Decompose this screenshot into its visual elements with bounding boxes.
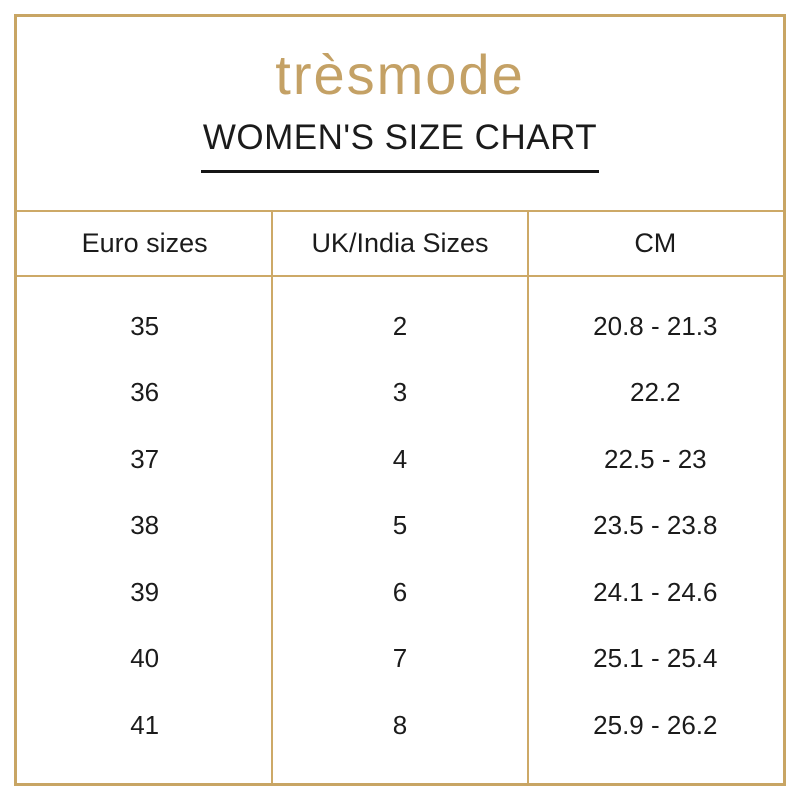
table-cell: 2 (392, 310, 408, 341)
table-cell: 24.1 - 24.6 (593, 576, 718, 607)
column-divider (271, 210, 274, 783)
table-cell: 25.1 - 25.4 (593, 643, 718, 674)
column-divider (526, 210, 529, 783)
size-table: Euro sizes UK/India Sizes CM 35 2 20.8 - 2… (17, 210, 783, 783)
table-cell: 37 (130, 443, 160, 474)
table-row: 40 7 25.1 - 25.4 (17, 626, 783, 693)
table-cell: 6 (392, 576, 408, 607)
table-cell: 5 (392, 510, 408, 541)
table-cell: 25.9 - 26.2 (593, 709, 718, 740)
table-row: 36 3 22.2 (17, 360, 783, 427)
table-cell: 41 (130, 709, 160, 740)
table-cell: 38 (130, 510, 160, 541)
page-title: WOMEN'S SIZE CHART (200, 118, 600, 173)
table-header-row: Euro sizes UK/India Sizes CM (17, 210, 783, 277)
table-cell: 35 (130, 310, 160, 341)
table-cell: 40 (130, 643, 160, 674)
table-row: 35 2 20.8 - 21.3 (17, 293, 783, 360)
table-row: 41 8 25.9 - 26.2 (17, 692, 783, 759)
column-header-cm: CM (634, 228, 677, 258)
table-cell: 36 (130, 377, 160, 408)
table-cell: 3 (392, 377, 408, 408)
column-header-euro-sizes: Euro sizes (81, 228, 208, 258)
table-cell: 22.2 (630, 377, 681, 408)
header-section: trèsmode WOMEN'S SIZE CHART (17, 17, 783, 210)
table-cell: 4 (392, 443, 408, 474)
table-cell: 39 (130, 576, 160, 607)
table-row: 39 6 24.1 - 24.6 (17, 559, 783, 626)
table-cell: 8 (392, 709, 408, 740)
table-cell: 7 (392, 643, 408, 674)
table-body: 35 2 20.8 - 21.3 36 3 22.2 37 4 22.5 - 23 38 5 23.5… (17, 277, 783, 783)
column-header-uk-india-sizes: UK/India Sizes (311, 228, 489, 258)
table-row: 37 4 22.5 - 23 (17, 426, 783, 493)
table-cell: 22.5 - 23 (604, 443, 707, 474)
table-cell: 23.5 - 23.8 (593, 510, 718, 541)
table-row: 38 5 23.5 - 23.8 (17, 493, 783, 560)
size-chart-frame: trèsmode WOMEN'S SIZE CHART Euro sizes U… (14, 14, 786, 786)
brand-logo: trèsmode (275, 43, 525, 106)
table-cell: 20.8 - 21.3 (593, 310, 718, 341)
